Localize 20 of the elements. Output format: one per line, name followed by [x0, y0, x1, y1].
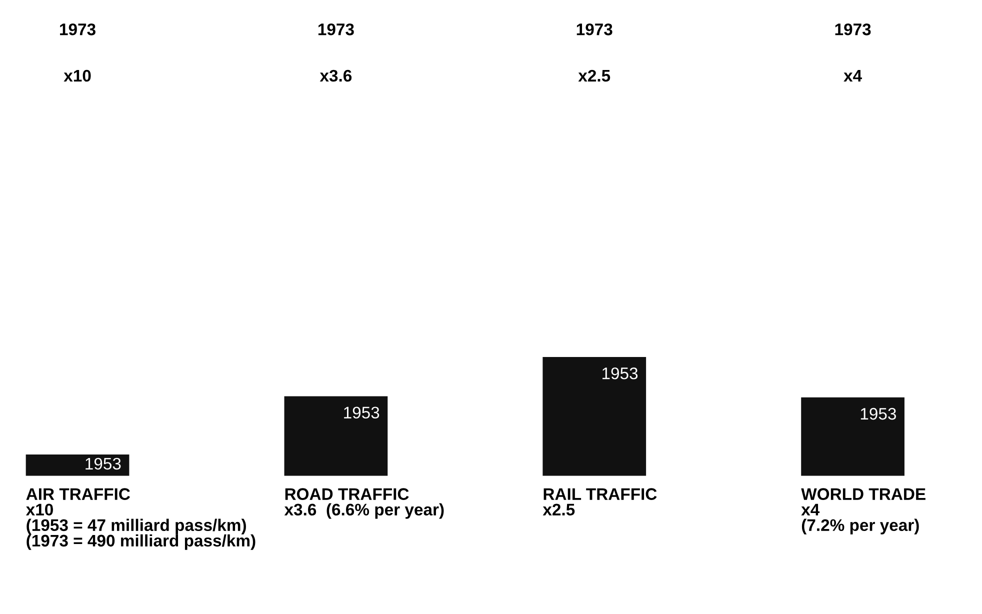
- text: 1973: [576, 23, 612, 36]
- text: 1973: [60, 23, 96, 36]
- x-tick-label: AIR TRAFFIC x10 (1953 = 47 milliard pass/km) (1973 = 490 milliard pass/km): [26, 488, 256, 550]
- text: 1973: [835, 23, 871, 36]
- text: x4: [844, 70, 862, 82]
- bar: [284, 396, 388, 476]
- x-tick-label: WORLD TRADE x4 (7.2% per year): [801, 488, 926, 534]
- annotation: 1953: [86, 458, 121, 470]
- text: 1973: [318, 23, 354, 36]
- text: x2.5: [578, 70, 610, 82]
- annotation: 1953: [602, 367, 638, 380]
- annotation: 1953: [344, 406, 380, 419]
- text: x3.6: [320, 70, 352, 82]
- x-tick-label: ROAD TRAFFIC x3.6 (6.6% per year): [284, 488, 444, 519]
- text: x10: [64, 70, 91, 82]
- bar: [801, 397, 904, 476]
- x-tick-label: RAIL TRAFFIC x2.5: [542, 488, 657, 516]
- annotation: 1953: [860, 408, 896, 420]
- bar: [26, 454, 130, 476]
- bar: [542, 356, 646, 476]
